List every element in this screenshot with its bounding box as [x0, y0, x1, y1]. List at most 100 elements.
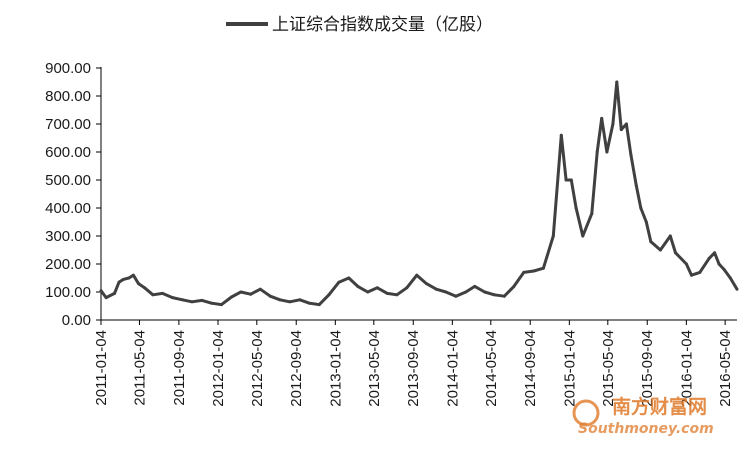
watermark-cn: 南方财富网 [612, 395, 707, 418]
legend: 上证综合指数成交量（亿股） [226, 15, 493, 35]
data-point [317, 303, 321, 307]
data-point [713, 251, 717, 255]
data-point [239, 290, 243, 294]
data-point [722, 268, 726, 272]
x-tick-label: 2016-01-04 [678, 330, 695, 407]
data-point [735, 287, 739, 291]
data-point [424, 282, 428, 286]
data-point [268, 294, 272, 298]
legend-label: 上证综合指数成交量（亿股） [272, 15, 493, 35]
data-point [684, 262, 688, 266]
x-tick-label: 2011-05-04 [131, 330, 148, 406]
data-point [492, 293, 496, 297]
y-tick-label: 900.00 [45, 60, 91, 77]
x-tick-label: 2016-05-04 [717, 330, 734, 407]
x-tick-label: 2012-05-04 [249, 330, 266, 407]
x-tick-label: 2012-01-04 [210, 330, 227, 407]
data-point [541, 266, 545, 270]
watermark: 南方财富网 Southmoney.com [572, 395, 714, 437]
data-point [171, 296, 174, 300]
y-tick-label: 400.00 [45, 200, 91, 217]
data-point [698, 270, 702, 274]
data-point [395, 293, 399, 297]
data-point [473, 284, 477, 288]
data-point [375, 286, 379, 290]
data-point [298, 298, 302, 302]
x-tick-label: 2014-09-04 [522, 330, 539, 407]
y-tick-label: 0.00 [62, 312, 91, 329]
data-point [581, 234, 585, 238]
data-point [634, 184, 638, 188]
data-point [121, 277, 125, 281]
data-point [569, 178, 573, 182]
data-point [600, 116, 604, 120]
data-point [564, 178, 568, 182]
data-point [347, 276, 351, 280]
x-tick-label: 2011-01-04 [93, 330, 110, 406]
data-point [690, 273, 693, 277]
data-point [137, 282, 140, 286]
data-point [559, 133, 563, 137]
watermark-en: Southmoney.com [578, 421, 714, 437]
data-point [190, 300, 194, 304]
series-layer [99, 80, 739, 307]
x-tick-label: 2015-05-04 [600, 330, 617, 407]
data-point [639, 206, 643, 210]
data-point [113, 291, 116, 295]
data-point [210, 301, 214, 305]
y-tick-label: 600.00 [45, 144, 91, 161]
data-point [366, 290, 370, 294]
y-tick-label: 300.00 [45, 228, 91, 245]
series-line-0 [99, 80, 739, 307]
data-point [619, 128, 623, 132]
data-point [337, 280, 341, 284]
data-point [551, 234, 555, 238]
data-point [356, 284, 360, 288]
x-tick-label: 2015-09-04 [639, 330, 656, 407]
x-tick-label: 2013-05-04 [366, 330, 383, 407]
data-point [595, 150, 599, 154]
data-point [615, 80, 619, 84]
data-point [180, 298, 184, 302]
data-point [104, 296, 108, 300]
data-point [522, 270, 526, 274]
data-point [405, 286, 409, 290]
data-point [200, 298, 204, 302]
data-point [230, 295, 233, 299]
data-point [649, 240, 653, 244]
x-axis: 2011-01-04 2011-05-04 2011-09-04 2012-01-04… [93, 319, 737, 407]
data-point [258, 287, 262, 291]
data-point [117, 280, 121, 284]
data-point [143, 286, 147, 290]
data-point [707, 256, 711, 260]
x-tick-label: 2011-09-04 [171, 330, 188, 406]
x-tick-label: 2013-01-04 [327, 330, 344, 407]
y-tick-label: 700.00 [45, 116, 91, 133]
data-point [532, 269, 536, 273]
data-point [127, 276, 131, 280]
y-tick-label: 500.00 [45, 172, 91, 189]
data-point [674, 251, 677, 255]
x-tick-label: 2015-01-04 [561, 330, 578, 407]
data-point [644, 220, 648, 224]
watermark-logo-icon [572, 399, 600, 427]
data-point [629, 153, 633, 157]
data-point [434, 287, 438, 291]
y-tick-label: 800.00 [45, 88, 91, 105]
data-point [385, 291, 389, 295]
data-point [220, 303, 223, 307]
data-point [278, 298, 282, 302]
data-point [611, 122, 615, 126]
data-point [464, 290, 468, 294]
data-point [99, 289, 103, 293]
data-point [717, 262, 721, 266]
data-point [502, 294, 506, 298]
data-point [454, 294, 458, 298]
data-point [605, 150, 609, 154]
data-point [483, 290, 487, 294]
data-point [624, 122, 628, 126]
data-point [728, 276, 732, 280]
data-point [512, 284, 516, 288]
y-axis: 0.00 100.00 200.00 300.00 400.00 500.00 600.00… [45, 60, 102, 329]
